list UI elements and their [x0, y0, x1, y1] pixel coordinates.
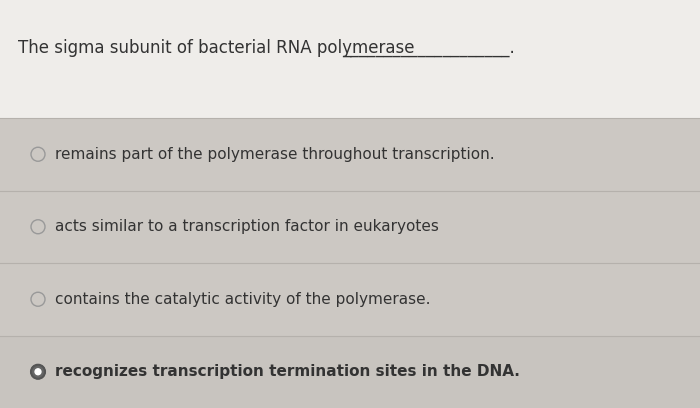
Bar	[0, 0, 700, 118]
Text: ____________________.: ____________________.	[342, 39, 514, 57]
Circle shape	[35, 369, 41, 375]
Text: recognizes transcription termination sites in the DNA.: recognizes transcription termination sit…	[55, 364, 520, 379]
Text: acts similar to a transcription factor in eukaryotes: acts similar to a transcription factor i…	[55, 219, 439, 234]
Text: contains the catalytic activity of the polymerase.: contains the catalytic activity of the p…	[55, 292, 431, 307]
Bar	[0, 263, 700, 335]
Bar	[0, 118, 700, 191]
Text: remains part of the polymerase throughout transcription.: remains part of the polymerase throughou…	[55, 147, 495, 162]
Circle shape	[31, 365, 45, 379]
Bar	[0, 191, 700, 263]
Bar	[0, 335, 700, 408]
Text: The sigma subunit of bacterial RNA polymerase: The sigma subunit of bacterial RNA polym…	[18, 39, 414, 57]
